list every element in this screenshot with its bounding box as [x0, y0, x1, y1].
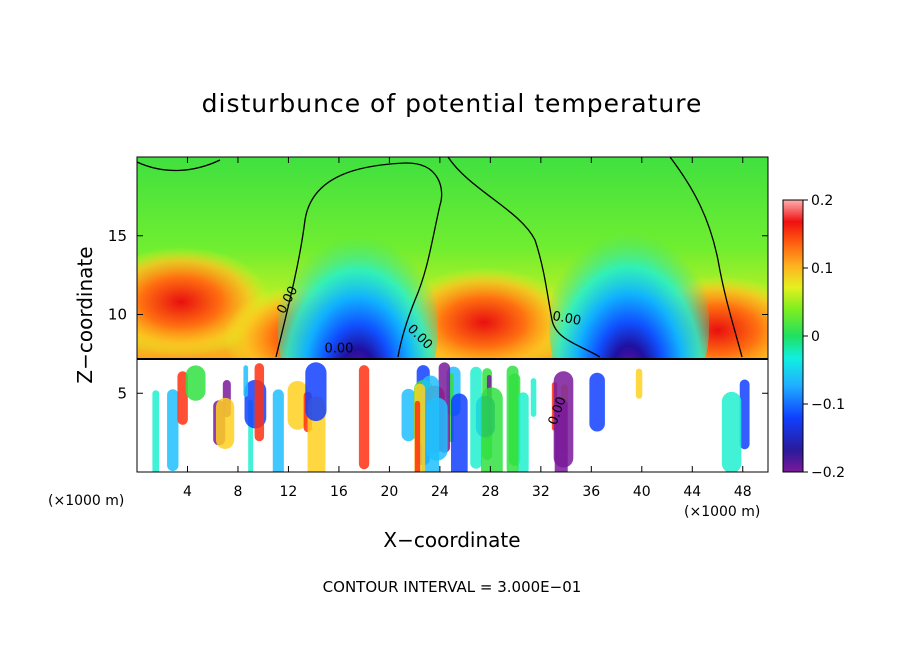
lower-layer-band — [506, 365, 519, 472]
x-tick-label: 12 — [280, 484, 298, 500]
lower-layer-band — [635, 368, 643, 399]
lower-layer-band — [185, 365, 206, 401]
lower-layer-band — [358, 365, 370, 470]
x-tick-label: 44 — [683, 484, 701, 500]
lower-layer-band — [243, 365, 249, 397]
lower-layer-band — [470, 366, 482, 469]
y-axis-label: Z−coordinate — [73, 246, 97, 383]
lower-layer-band — [721, 391, 742, 472]
lower-layer-band — [414, 400, 421, 472]
colorbar-ticks: 0.2 0.1 0 −0.1 −0.2 — [803, 193, 845, 481]
lower-layer-band — [401, 388, 416, 442]
lower-layer-band — [177, 371, 188, 425]
zero-contour-line — [447, 157, 601, 358]
colorbar-tick-label: −0.2 — [811, 465, 845, 481]
colorbar-tick-label: 0.1 — [811, 261, 833, 277]
zero-contour-lines — [137, 157, 743, 358]
x-axis-label: X−coordinate — [383, 528, 520, 552]
lower-layer-band — [167, 389, 179, 471]
y-axis: 5 10 15 — [108, 227, 768, 402]
contour-label: 0.00 — [551, 309, 582, 329]
lower-layer-band — [517, 392, 529, 472]
zero-contour-line — [275, 162, 443, 358]
lower-layer-band — [739, 379, 750, 450]
x-tick-label: 40 — [633, 484, 651, 500]
lower-layer-band — [254, 363, 265, 442]
contour-interval-footer: CONTOUR INTERVAL = 3.000E−01 — [323, 578, 582, 596]
x-tick-label: 24 — [431, 484, 449, 500]
x-tick-label: 4 — [183, 484, 192, 500]
lower-layer-band — [305, 362, 327, 422]
x-axis: 4 8 12 16 20 24 28 32 36 40 44 48 — [183, 157, 752, 500]
y-tick-label: 5 — [117, 384, 127, 402]
lower-layer-band — [554, 398, 568, 472]
plot-area — [137, 157, 768, 472]
colorbar-ramp — [782, 199, 804, 473]
turbulent-lower-layer — [137, 358, 768, 472]
lower-layer-band — [426, 397, 448, 461]
chart-title: disturbunce of potential temperature — [202, 89, 703, 118]
lower-layer-band — [589, 372, 605, 432]
lower-layer-band — [215, 397, 235, 450]
colorbar-tick-label: 0 — [811, 329, 820, 345]
contour-label: 0.00 — [324, 341, 353, 356]
zero-contour-line — [669, 157, 743, 358]
lower-layer-band — [272, 389, 284, 472]
lower-layer-band — [152, 390, 160, 472]
lower-layer-band — [530, 378, 537, 417]
warm-anomaly — [394, 267, 575, 378]
lower-layer-band — [451, 393, 468, 472]
lower-layer-band — [287, 380, 308, 430]
x-tick-label: 32 — [532, 484, 550, 500]
x-tick-label: 28 — [481, 484, 499, 500]
colorbar-tick-label: −0.1 — [811, 397, 845, 413]
colorbar: 0.2 0.1 0 −0.1 −0.2 — [782, 193, 845, 481]
lower-layer-band — [480, 387, 503, 472]
x-unit-left: (×1000 m) — [48, 493, 124, 509]
x-tick-label: 36 — [582, 484, 600, 500]
x-tick-label: 16 — [330, 484, 348, 500]
colorbar-tick-label: 0.2 — [811, 193, 833, 209]
zero-contour-line — [137, 159, 221, 172]
x-unit-right: (×1000 m) — [684, 504, 760, 520]
x-tick-label: 8 — [233, 484, 242, 500]
y-tick-label: 15 — [108, 227, 127, 245]
y-tick-label: 10 — [108, 306, 127, 324]
x-tick-label: 20 — [380, 484, 398, 500]
x-tick-label: 48 — [734, 484, 752, 500]
